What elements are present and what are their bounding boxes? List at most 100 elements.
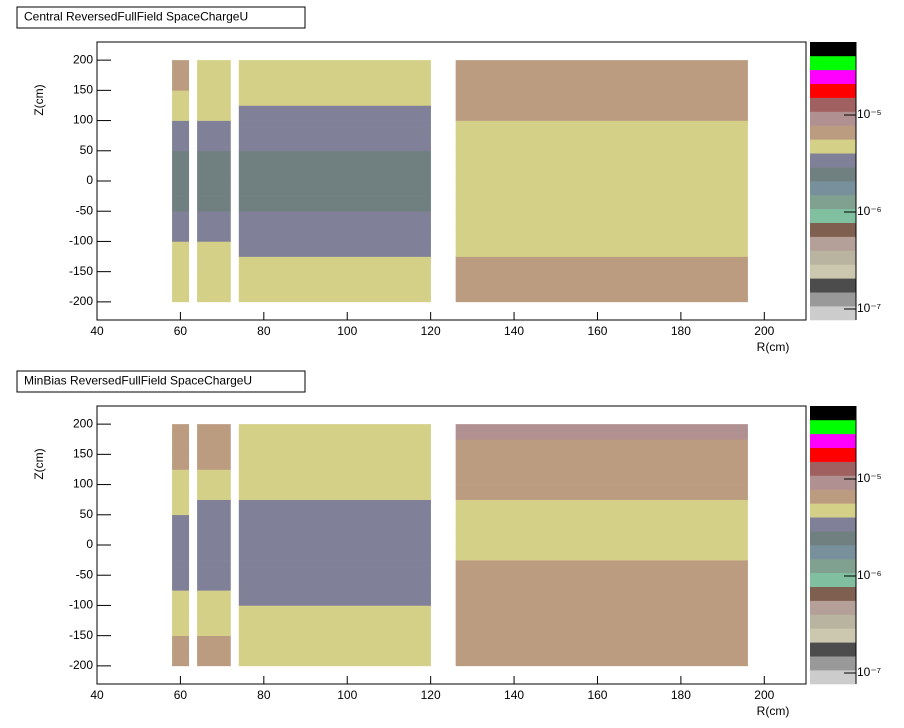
chart-title: MinBias ReversedFullField SpaceChargeU bbox=[24, 374, 252, 388]
heat-cell bbox=[197, 635, 231, 652]
x-tick-label: 140 bbox=[504, 324, 524, 338]
heat-cell bbox=[172, 650, 190, 667]
heat-cell bbox=[197, 499, 231, 516]
x-tick-label: 160 bbox=[587, 324, 607, 338]
heat-cell bbox=[197, 105, 231, 121]
x-tick-label: 100 bbox=[337, 688, 357, 702]
heat-cell bbox=[238, 75, 431, 91]
heat-cell bbox=[455, 241, 748, 257]
heat-cell bbox=[172, 484, 190, 500]
heat-cell bbox=[455, 211, 748, 227]
heat-cell bbox=[172, 90, 190, 106]
heat-cell bbox=[455, 469, 748, 485]
color-swatch bbox=[810, 125, 856, 140]
heat-cell bbox=[455, 196, 748, 212]
color-swatch bbox=[810, 517, 856, 532]
heat-cell bbox=[172, 60, 190, 76]
heat-cell bbox=[197, 256, 231, 272]
heat-cell bbox=[238, 286, 431, 303]
heat-cell bbox=[455, 545, 748, 561]
color-swatch bbox=[810, 69, 856, 84]
heat-cell bbox=[455, 650, 748, 667]
heat-cell bbox=[238, 514, 431, 531]
heat-cell bbox=[197, 454, 231, 470]
color-swatch bbox=[810, 236, 856, 251]
heat-cell bbox=[172, 256, 190, 272]
heat-cell bbox=[197, 469, 231, 485]
y-tick-label: -100 bbox=[69, 234, 93, 248]
heat-cell bbox=[455, 105, 748, 121]
heat-cell bbox=[455, 590, 748, 606]
heat-cell bbox=[197, 120, 231, 136]
heat-cell bbox=[455, 286, 748, 303]
color-swatch bbox=[810, 208, 856, 223]
heat-cell bbox=[238, 590, 431, 606]
heat-cell bbox=[238, 90, 431, 106]
y-tick-label: 0 bbox=[86, 537, 93, 551]
heat-cell bbox=[197, 75, 231, 91]
z-tick-label: 10⁻⁶ bbox=[857, 568, 882, 582]
y-tick-label: 50 bbox=[80, 143, 94, 157]
x-tick-label: 80 bbox=[257, 688, 271, 702]
y-tick-label: -150 bbox=[69, 264, 93, 278]
heat-cell bbox=[238, 241, 431, 257]
heat-cell bbox=[172, 424, 190, 440]
heat-cell bbox=[172, 196, 190, 212]
heat-cell bbox=[238, 165, 431, 182]
title-box bbox=[16, 6, 306, 29]
heat-cell bbox=[172, 75, 190, 91]
color-swatch bbox=[810, 614, 856, 629]
heat-cell bbox=[455, 256, 748, 272]
heat-cell bbox=[455, 635, 748, 652]
heat-cell bbox=[238, 120, 431, 136]
x-tick-label: 180 bbox=[671, 688, 691, 702]
z-tick-label: 10⁻⁵ bbox=[857, 471, 882, 485]
heat-cell bbox=[197, 605, 231, 621]
heat-cell bbox=[197, 514, 231, 531]
heat-cell bbox=[197, 620, 231, 636]
y-tick-label: 200 bbox=[73, 52, 93, 66]
heat-cell bbox=[172, 286, 190, 303]
heat-cell bbox=[172, 241, 190, 257]
heat-cell bbox=[238, 545, 431, 561]
y-axis-label: Z(cm) bbox=[32, 84, 46, 115]
heat-cell bbox=[455, 120, 748, 136]
heat-cell bbox=[455, 439, 748, 455]
z-tick-label: 10⁻⁷ bbox=[857, 301, 881, 315]
heat-cell bbox=[197, 271, 231, 288]
heat-cell bbox=[197, 165, 231, 182]
color-swatch bbox=[810, 642, 856, 657]
heat-cell bbox=[238, 196, 431, 212]
heat-cell bbox=[238, 469, 431, 485]
heat-cell bbox=[455, 90, 748, 106]
color-swatch bbox=[810, 475, 856, 490]
heat-cell bbox=[197, 226, 231, 242]
color-swatch bbox=[810, 222, 856, 237]
heat-cell bbox=[238, 575, 431, 591]
y-tick-label: -50 bbox=[76, 567, 94, 581]
y-axis-label: Z(cm) bbox=[32, 448, 46, 479]
heat-cell bbox=[455, 150, 748, 167]
x-tick-label: 120 bbox=[421, 688, 441, 702]
heat-cell bbox=[197, 529, 231, 546]
color-swatch bbox=[810, 461, 856, 476]
color-swatch bbox=[810, 278, 856, 293]
color-swatch bbox=[810, 83, 856, 98]
heat-cell bbox=[172, 635, 190, 652]
heat-cell bbox=[455, 514, 748, 531]
heat-cell bbox=[172, 439, 190, 455]
x-tick-label: 200 bbox=[754, 688, 774, 702]
heat-cell bbox=[455, 499, 748, 516]
heat-cell bbox=[238, 105, 431, 121]
y-tick-label: 100 bbox=[73, 113, 93, 127]
heat-cell bbox=[197, 286, 231, 303]
x-tick-label: 200 bbox=[754, 324, 774, 338]
color-swatch bbox=[810, 419, 856, 435]
heat-cell bbox=[238, 256, 431, 272]
x-tick-label: 80 bbox=[257, 324, 271, 338]
heat-cell bbox=[172, 499, 190, 516]
heat-cell bbox=[197, 150, 231, 167]
color-swatch bbox=[810, 153, 856, 168]
heat-cell bbox=[455, 529, 748, 546]
